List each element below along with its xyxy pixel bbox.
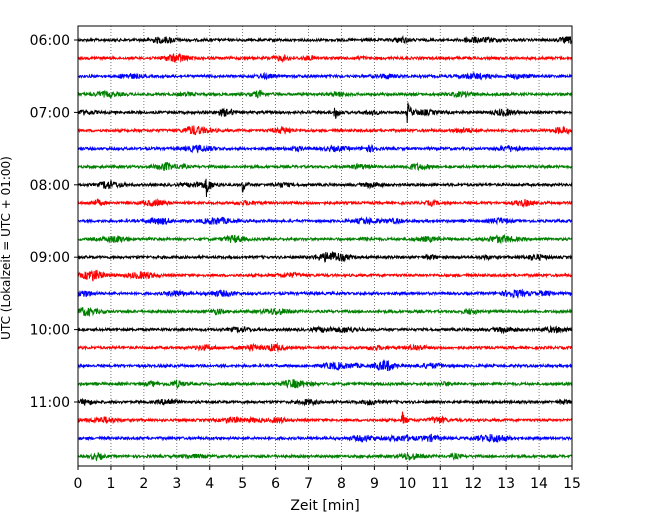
x-tick-label: 9 — [370, 476, 379, 492]
x-tick-label: 11 — [431, 476, 449, 492]
trace-line — [77, 411, 573, 425]
trace-line — [77, 34, 573, 45]
trace-line — [77, 359, 573, 372]
trace-line — [77, 125, 573, 136]
trace-line — [77, 397, 573, 407]
x-axis-label: Zeit [min] — [290, 498, 359, 514]
y-axis-ticks: 06:00 07:00 08:00 09:00 10:00 11:00 — [30, 33, 78, 411]
trace-line — [77, 251, 573, 263]
x-tick-label: 10 — [398, 476, 416, 492]
trace-line — [77, 342, 573, 353]
x-tick-label: 3 — [172, 476, 181, 492]
y-tick-label: 07:00 — [30, 105, 70, 121]
trace-line — [77, 178, 573, 198]
trace-line — [77, 324, 573, 335]
trace-line — [77, 269, 573, 282]
x-tick-label: 12 — [464, 476, 482, 492]
x-axis-ticks: 0 1 2 3 4 5 6 7 8 9 10 11 12 13 14 15 — [74, 466, 581, 492]
x-tick-label: 4 — [205, 476, 214, 492]
trace-line — [77, 379, 573, 390]
x-tick-label: 1 — [106, 476, 115, 492]
trace-line — [77, 143, 573, 154]
trace-series — [77, 34, 573, 462]
y-axis-label: UTC (Lokalzeit = UTC + 01:00) — [0, 156, 13, 340]
x-tick-label: 7 — [304, 476, 313, 492]
x-tick-label: 2 — [139, 476, 148, 492]
trace-line — [77, 433, 573, 443]
x-tick-label: 15 — [563, 476, 581, 492]
trace-line — [77, 216, 573, 226]
trace-line — [77, 233, 573, 245]
grid-lines — [77, 26, 573, 466]
plot-frame — [77, 25, 573, 467]
x-tick-label: 13 — [497, 476, 515, 492]
trace-line — [77, 71, 573, 81]
x-tick-label: 6 — [271, 476, 280, 492]
y-tick-label: 09:00 — [30, 250, 70, 266]
y-tick-label: 10:00 — [30, 323, 70, 339]
trace-line — [77, 102, 573, 124]
y-tick-label: 06:00 — [30, 33, 70, 49]
trace-line — [77, 451, 573, 462]
trace-line — [77, 198, 573, 209]
trace-line — [77, 89, 573, 99]
x-tick-label: 14 — [530, 476, 548, 492]
x-tick-label: 5 — [238, 476, 247, 492]
y-tick-label: 11:00 — [30, 395, 70, 411]
trace-line — [77, 161, 573, 172]
trace-line — [77, 288, 573, 300]
x-tick-label: 8 — [337, 476, 346, 492]
trace-line — [77, 52, 573, 64]
y-tick-label: 08:00 — [30, 178, 70, 194]
trace-line — [77, 306, 573, 317]
x-tick-label: 0 — [74, 476, 83, 492]
